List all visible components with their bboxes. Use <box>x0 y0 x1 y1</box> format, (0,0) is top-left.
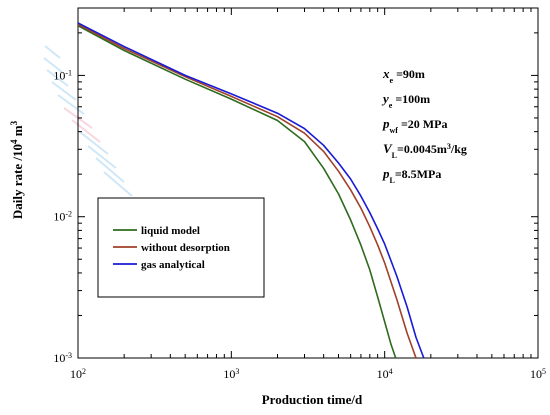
y-axis-title-main: Daily rate /10 <box>10 144 25 219</box>
x-tick-label: 103 <box>223 367 239 382</box>
y-tick-label: 10-2 <box>53 209 72 224</box>
y-tick-label: 10-3 <box>53 351 72 366</box>
x-tick-label: 105 <box>530 367 546 382</box>
x-tick-label: 102 <box>70 367 86 382</box>
series-line-2 <box>78 23 417 358</box>
legend-entries: liquid model without desorption gas analyt… <box>113 225 230 271</box>
y-axis-title-sup: 4 <box>9 139 19 144</box>
y-axis-title-unit-sup: 3 <box>9 120 19 125</box>
legend-label-1: liquid model <box>141 225 200 237</box>
annotation-2: ye =100m <box>381 91 430 110</box>
series-lines <box>78 22 425 358</box>
annotation-1: xe =90m <box>382 66 425 85</box>
legend: liquid model without desorption gas analyt… <box>97 197 265 298</box>
axis-tick-labels: 102 103 104 105 10-3 10-2 10-1 <box>53 68 546 381</box>
legend-label-3: gas analytical <box>141 259 205 271</box>
legend-label-2: without desorption <box>141 242 230 254</box>
y-tick-label: 10-1 <box>53 68 72 83</box>
parameter-annotations: xe =90m ye =100m pwf =20 MPa VL=0.0045m3/kg… <box>381 66 467 185</box>
axis-ticks <box>77 8 538 359</box>
annotation-3: pwf =20 MPa <box>382 116 447 135</box>
annotation-4: VL=0.0045m3/kg <box>383 141 467 160</box>
x-axis-title: Production time/d <box>262 392 363 407</box>
series-line-3 <box>78 22 425 358</box>
y-axis-title-unit: m <box>10 125 25 139</box>
series-line-1 <box>78 24 397 358</box>
annotation-5: pL=8.5MPa <box>382 166 441 185</box>
y-axis-title: Daily rate /104 m3 <box>9 120 25 219</box>
x-tick-label: 104 <box>377 367 393 382</box>
plot-frame <box>77 7 539 359</box>
